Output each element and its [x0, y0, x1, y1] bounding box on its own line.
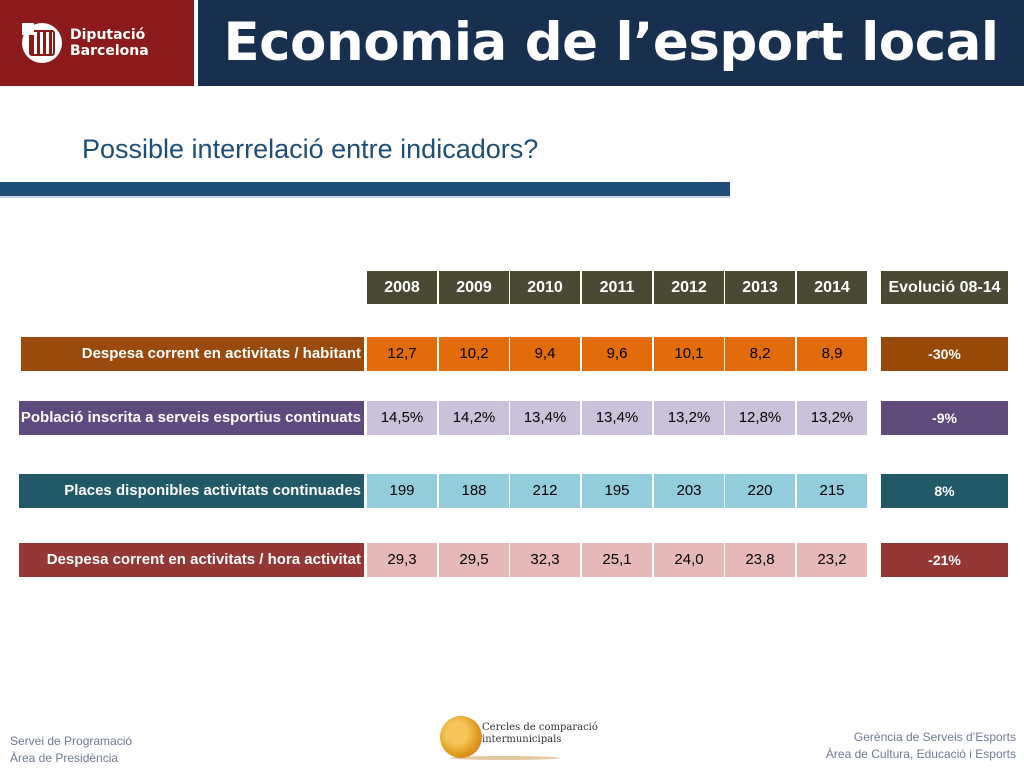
footer-right-line-1: Gerència de Serveis d’Esports	[853, 730, 1016, 744]
value-cell: 13,2%	[654, 401, 724, 435]
value-cell: 215	[797, 474, 867, 508]
value-cell: 188	[439, 474, 509, 508]
cercles-line-2: intermunicipals	[482, 734, 562, 745]
indicator-label: Despesa corrent en activitats / habitant	[21, 337, 364, 371]
year-header: 2008	[367, 271, 437, 304]
year-header: 2011	[582, 271, 652, 304]
value-cell: 13,2%	[797, 401, 867, 435]
value-cell: 23,8	[725, 543, 795, 577]
value-cell: 9,6	[582, 337, 652, 371]
footer-left-line-2: Àrea de Presidència	[10, 751, 119, 765]
evolution-cell: -30%	[881, 337, 1008, 371]
footer-right: Gerència de Serveis d’Esports Àrea de Cu…	[826, 729, 1016, 763]
slide-subtitle: Possible interrelació entre indicadors?	[82, 134, 539, 164]
value-cell: 10,1	[654, 337, 724, 371]
logo-line-1: Diputació	[70, 27, 146, 43]
indicator-label: Despesa corrent en activitats / hora act…	[19, 543, 364, 577]
value-cell: 29,3	[367, 543, 437, 577]
value-cell: 203	[654, 474, 724, 508]
year-header: 2010	[510, 271, 580, 304]
year-header: 2009	[439, 271, 509, 304]
value-cell: 23,2	[797, 543, 867, 577]
value-cell: 32,3	[510, 543, 580, 577]
year-header: 2012	[654, 271, 724, 304]
cercles-wordmark: Cercles de comparació intermunicipals	[482, 722, 598, 746]
footer-left: Servei de Programació Àrea de Presidènci…	[10, 733, 132, 767]
cercles-logo: Cercles de comparació intermunicipals	[440, 716, 598, 762]
value-cell: 13,4%	[510, 401, 580, 435]
value-cell: 24,0	[654, 543, 724, 577]
globe-icon	[440, 716, 482, 758]
year-header: 2013	[725, 271, 795, 304]
header-divider	[194, 0, 198, 86]
value-cell: 195	[582, 474, 652, 508]
evolution-cell: -9%	[881, 401, 1008, 435]
value-cell: 10,2	[439, 337, 509, 371]
value-cell: 14,5%	[367, 401, 437, 435]
indicator-label: Població inscrita a serveis esportius co…	[19, 401, 364, 435]
logo-wordmark: Diputació Barcelona	[70, 27, 149, 59]
evolution-header: Evolució 08-14	[881, 271, 1008, 304]
value-cell: 12,7	[367, 337, 437, 371]
value-cell: 212	[510, 474, 580, 508]
value-cell: 9,4	[510, 337, 580, 371]
cercles-line-1: Cercles de comparació	[482, 722, 598, 733]
value-cell: 199	[367, 474, 437, 508]
value-cell: 220	[725, 474, 795, 508]
value-cell: 13,4%	[582, 401, 652, 435]
slide-title: Economia de l’esport local	[198, 0, 1024, 86]
subtitle-underline	[0, 182, 730, 198]
value-cell: 8,2	[725, 337, 795, 371]
evolution-cell: -21%	[881, 543, 1008, 577]
year-header: 2014	[797, 271, 867, 304]
footer-right-line-2: Àrea de Cultura, Educació i Esports	[825, 747, 1016, 761]
indicator-label: Places disponibles activitats continuade…	[19, 474, 364, 508]
logo-line-2: Barcelona	[70, 43, 149, 59]
evolution-cell: 8%	[881, 474, 1008, 508]
value-cell: 29,5	[439, 543, 509, 577]
value-cell: 12,8%	[725, 401, 795, 435]
footer-left-line-1: Servei de Programació	[10, 734, 133, 748]
diputacio-logo: Diputació Barcelona	[0, 0, 194, 86]
value-cell: 8,9	[797, 337, 867, 371]
value-cell: 25,1	[582, 543, 652, 577]
coat-of-arms-icon	[22, 23, 62, 63]
value-cell: 14,2%	[439, 401, 509, 435]
